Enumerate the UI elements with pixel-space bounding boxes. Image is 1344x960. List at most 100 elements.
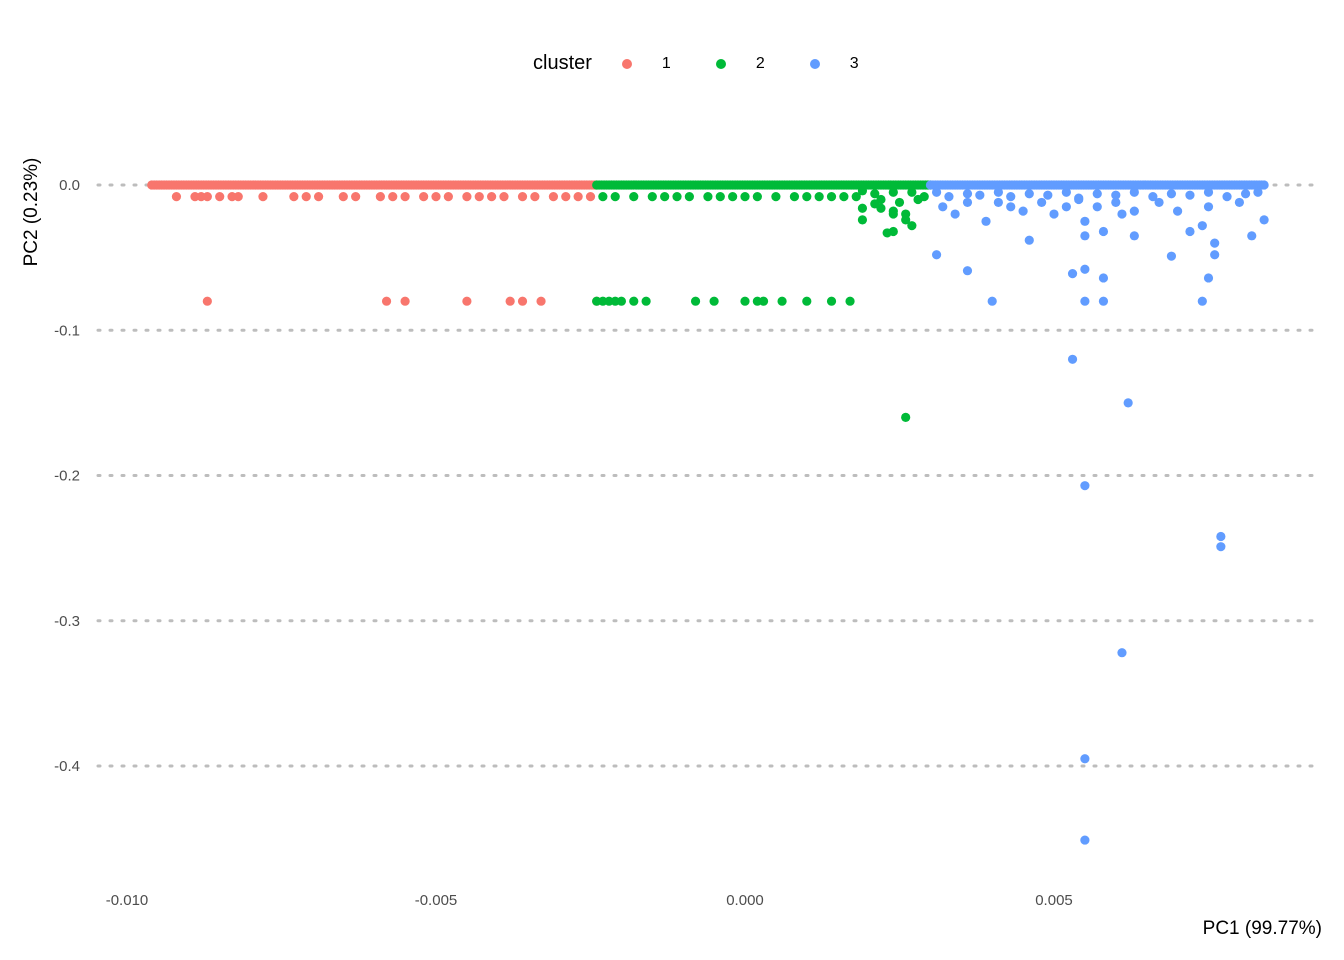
point-cluster-3 — [1080, 481, 1090, 491]
legend-title: cluster — [533, 52, 592, 74]
point-cluster-2 — [901, 412, 911, 422]
point-cluster-1 — [431, 192, 441, 202]
legend-label-2: 2 — [755, 54, 765, 72]
point-cluster-3 — [1216, 542, 1226, 552]
point-cluster-2 — [826, 296, 837, 306]
point-cluster-2 — [672, 192, 682, 202]
point-cluster-3 — [1061, 187, 1071, 197]
point-cluster-1 — [585, 192, 596, 202]
point-cluster-3 — [1185, 190, 1195, 200]
point-cluster-3 — [975, 190, 985, 200]
grid-lines — [96, 183, 1322, 768]
point-cluster-1 — [573, 192, 583, 202]
point-cluster-3 — [1210, 238, 1220, 248]
point-cluster-2 — [771, 192, 781, 202]
point-cluster-2 — [752, 192, 762, 202]
point-cluster-2 — [690, 296, 701, 306]
legend-key-3 — [809, 58, 820, 69]
legend-label-3: 3 — [849, 54, 859, 72]
point-cluster-3 — [1098, 296, 1109, 306]
point-cluster-3 — [938, 202, 948, 212]
point-cluster-3 — [1074, 194, 1084, 205]
point-cluster-2 — [802, 192, 812, 202]
point-cluster-3 — [1154, 197, 1164, 208]
point-cluster-3 — [1203, 273, 1214, 283]
point-cluster-2 — [802, 296, 812, 306]
point-cluster-3 — [1006, 202, 1016, 212]
point-cluster-1 — [462, 296, 472, 306]
point-cluster-2 — [851, 192, 861, 202]
point-cluster-2 — [857, 215, 868, 225]
point-cluster-2 — [715, 192, 725, 202]
point-cluster-3 — [1129, 206, 1139, 216]
point-cluster-3 — [1166, 189, 1177, 199]
point-cluster-3 — [1222, 192, 1232, 202]
point-cluster-3 — [1061, 202, 1071, 212]
point-cluster-3 — [1117, 648, 1127, 658]
point-cluster-1 — [400, 192, 410, 202]
point-cluster-1 — [400, 296, 410, 306]
y-tick-label: 0.0 — [59, 177, 80, 194]
point-cluster-3 — [1018, 206, 1028, 216]
point-cluster-1 — [462, 192, 472, 202]
point-cluster-1 — [419, 192, 429, 202]
data-points — [147, 180, 1269, 845]
y-axis-title: PC2 (0.23%) — [21, 158, 42, 267]
point-cluster-3 — [1148, 192, 1158, 202]
point-cluster-2 — [728, 192, 738, 202]
point-cluster-3 — [987, 296, 997, 306]
point-cluster-3 — [1080, 835, 1090, 845]
point-cluster-1 — [351, 192, 361, 202]
point-cluster-3 — [1203, 202, 1214, 212]
point-cluster-2 — [709, 296, 719, 306]
point-cluster-3 — [1203, 187, 1214, 197]
point-cluster-1 — [289, 192, 299, 202]
y-tick-label: -0.4 — [54, 758, 80, 775]
point-cluster-3 — [1123, 398, 1133, 408]
point-cluster-2 — [845, 296, 855, 306]
point-cluster-2 — [839, 192, 849, 202]
point-cluster-3 — [1253, 187, 1263, 197]
point-cluster-1 — [202, 192, 212, 202]
point-cluster-1 — [338, 192, 348, 202]
point-cluster-3 — [1006, 192, 1016, 202]
point-cluster-3 — [1049, 209, 1059, 219]
point-cluster-3 — [962, 189, 973, 199]
point-cluster-3 — [931, 250, 942, 260]
x-axis-title: PC1 (99.77%) — [1203, 918, 1322, 939]
point-cluster-2 — [814, 192, 824, 202]
point-cluster-3 — [993, 187, 1003, 197]
point-cluster-2 — [647, 192, 657, 202]
point-cluster-1 — [233, 192, 243, 202]
point-cluster-1 — [517, 296, 528, 306]
legend-key-1 — [621, 58, 632, 69]
point-cluster-2 — [616, 296, 627, 306]
point-cluster-3 — [1240, 189, 1251, 199]
point-cluster-3 — [1216, 531, 1226, 542]
y-tick-label: -0.2 — [54, 468, 80, 485]
point-cluster-2 — [660, 192, 670, 202]
point-cluster-1 — [517, 192, 528, 202]
point-cluster-3 — [1111, 197, 1121, 208]
x-tick-labels: -0.010 -0.005 0.000 0.005 — [106, 892, 1073, 909]
point-cluster-3 — [1098, 273, 1109, 283]
point-cluster-2 — [740, 192, 750, 202]
point-cluster-2 — [919, 192, 929, 202]
point-cluster-3 — [1043, 190, 1053, 200]
point-cluster-3 — [1129, 187, 1139, 197]
point-cluster-1 — [215, 192, 225, 202]
x-tick-label: -0.010 — [106, 892, 149, 909]
y-tick-label: -0.1 — [54, 322, 80, 339]
point-cluster-3 — [931, 187, 942, 197]
point-cluster-3 — [981, 216, 991, 226]
point-cluster-2 — [826, 192, 837, 202]
point-cluster-2 — [758, 296, 769, 306]
point-cluster-2 — [888, 226, 898, 237]
point-cluster-1 — [313, 192, 324, 202]
point-cluster-1 — [443, 192, 453, 202]
point-cluster-1 — [499, 192, 509, 202]
point-cluster-1 — [536, 296, 546, 306]
point-cluster-2 — [857, 203, 868, 213]
point-cluster-3 — [1024, 189, 1034, 199]
point-cluster-3 — [1166, 251, 1177, 261]
